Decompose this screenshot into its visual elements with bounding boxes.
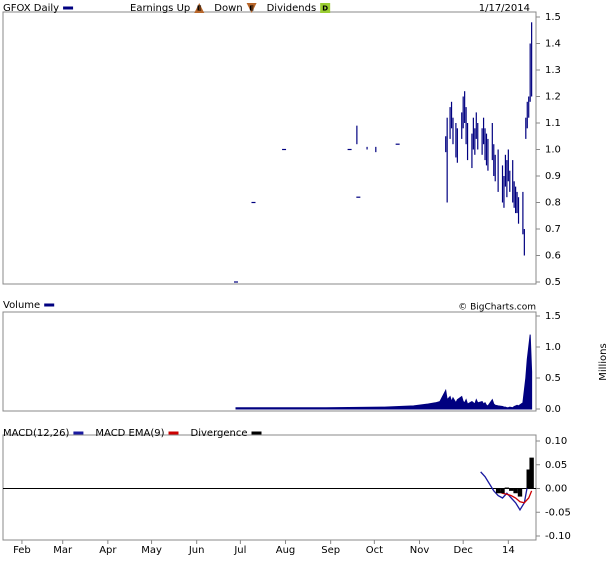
legend-label: Down	[214, 3, 242, 14]
legend-label: Dividends	[267, 3, 317, 14]
x-tick-label: Mar	[53, 545, 73, 556]
x-tick-label: Nov	[410, 545, 430, 556]
y-tick-label: 1.0	[545, 145, 561, 156]
divergence-bar	[509, 488, 514, 491]
x-tick-label: Feb	[13, 545, 31, 556]
y-tick-label: 0.00	[545, 484, 567, 495]
x-tick-label: 14	[502, 545, 515, 556]
panel-frame	[2, 434, 537, 541]
x-tick-label: Oct	[366, 545, 383, 556]
y-tick-label: -0.10	[545, 531, 571, 542]
y-tick-label: 1.2	[545, 92, 561, 103]
volume-area	[235, 334, 533, 410]
y-tick-label: 0.5	[545, 277, 561, 288]
y-tick-label: 1.4	[545, 39, 561, 50]
legend-label: MACD(12,26)	[3, 428, 70, 439]
chart-date: 1/17/2014	[479, 3, 530, 14]
x-tick-label: Dec	[454, 545, 473, 556]
y-tick-label: 0.7	[545, 224, 561, 235]
legend-label: MACD EMA(9)	[95, 428, 164, 439]
divergence-bar	[529, 457, 534, 489]
legend-icon-label: E	[249, 5, 254, 13]
legend-icon-label: E	[197, 5, 202, 13]
y-axis-label: Millions	[598, 343, 609, 380]
legend-label: Divergence	[191, 428, 248, 439]
divergence-bar	[517, 488, 523, 497]
legend-icon	[194, 3, 205, 13]
credit: © BigCharts.com	[458, 303, 536, 313]
y-tick-label: -0.05	[545, 507, 571, 518]
chart-title: GFOX Daily	[3, 3, 59, 14]
x-tick-label: Apr	[99, 545, 117, 556]
y-tick-label: 0.6	[545, 251, 561, 262]
legend-icon	[320, 3, 331, 13]
x-tick-label: Jul	[233, 545, 246, 556]
y-tick-label: 1.5	[545, 311, 561, 322]
y-tick-label: 1.5	[545, 12, 561, 23]
y-tick-label: 0.9	[545, 171, 561, 182]
y-tick-label: 0.10	[545, 436, 567, 447]
y-tick-label: 1.3	[545, 65, 561, 76]
x-tick-label: Sep	[321, 545, 340, 556]
y-tick-label: 1.0	[545, 342, 561, 353]
divergence-bar	[526, 469, 531, 489]
x-tick-label: Jun	[188, 545, 205, 556]
legend-icon-label: D	[322, 5, 328, 13]
divergence-bar	[504, 487, 510, 489]
macd-line	[497, 490, 533, 504]
divergence-bar	[500, 488, 505, 494]
x-tick-label: Aug	[276, 545, 296, 556]
y-tick-label: 1.1	[545, 118, 561, 129]
divergence-bar	[513, 488, 518, 494]
x-tick-label: May	[141, 545, 162, 556]
legend-label: Volume	[3, 300, 40, 311]
y-tick-label: 0.8	[545, 198, 561, 209]
legend-icon	[246, 3, 257, 13]
y-tick-label: 0.0	[545, 404, 561, 415]
legend-label: Earnings Up	[130, 3, 190, 14]
panel-frame	[2, 311, 537, 412]
y-tick-label: 0.5	[545, 373, 561, 384]
divergence-bar	[495, 488, 501, 494]
y-tick-label: 0.05	[545, 460, 567, 471]
